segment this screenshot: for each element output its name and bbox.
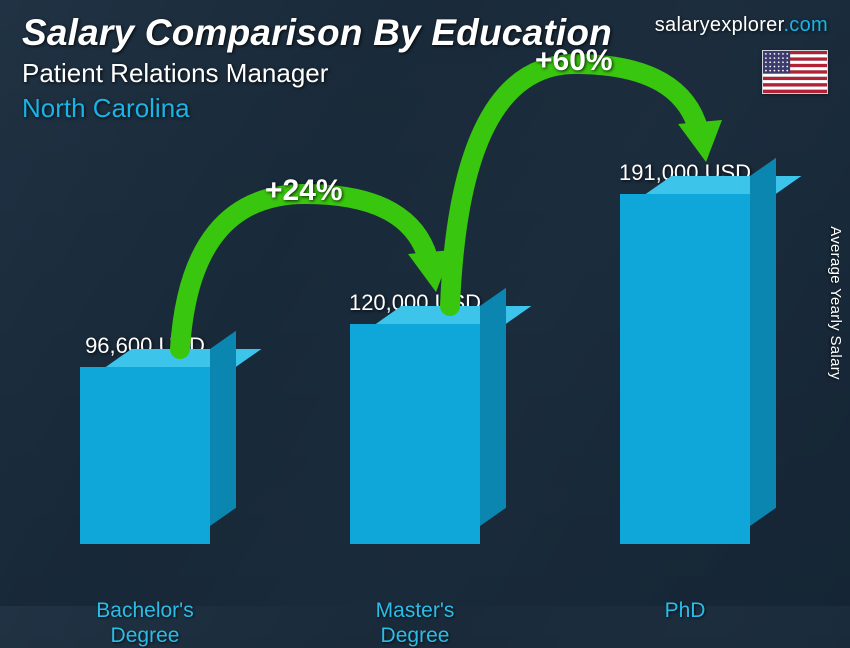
- brand-suffix: .com: [783, 14, 828, 36]
- bar-2: 191,000 USD: [620, 194, 750, 544]
- bar-front-face: [80, 367, 210, 544]
- bar-chart: 96,600 USD 120,000 USD 191,000 USD: [60, 164, 790, 544]
- delta-label-0: +24%: [265, 174, 343, 208]
- bar-side-face: [480, 288, 506, 526]
- brand-label: salaryexplorer.com: [655, 14, 828, 37]
- flag-icon: [762, 50, 828, 94]
- brand-name: salaryexplorer: [655, 14, 784, 36]
- bar-0: 96,600 USD: [80, 367, 210, 544]
- flag-canton: [763, 51, 790, 74]
- y-axis-label: Average Yearly Salary: [827, 226, 844, 380]
- bar-front-face: [620, 194, 750, 544]
- bar-1: 120,000 USD: [350, 324, 480, 544]
- x-label-2: PhD: [600, 598, 770, 623]
- delta-label-1: +60%: [535, 44, 613, 78]
- location-label: North Carolina: [22, 93, 828, 124]
- bar-side-face: [750, 158, 776, 526]
- bar-front-face: [350, 324, 480, 544]
- job-title: Patient Relations Manager: [22, 58, 828, 89]
- bar-side-face: [210, 331, 236, 526]
